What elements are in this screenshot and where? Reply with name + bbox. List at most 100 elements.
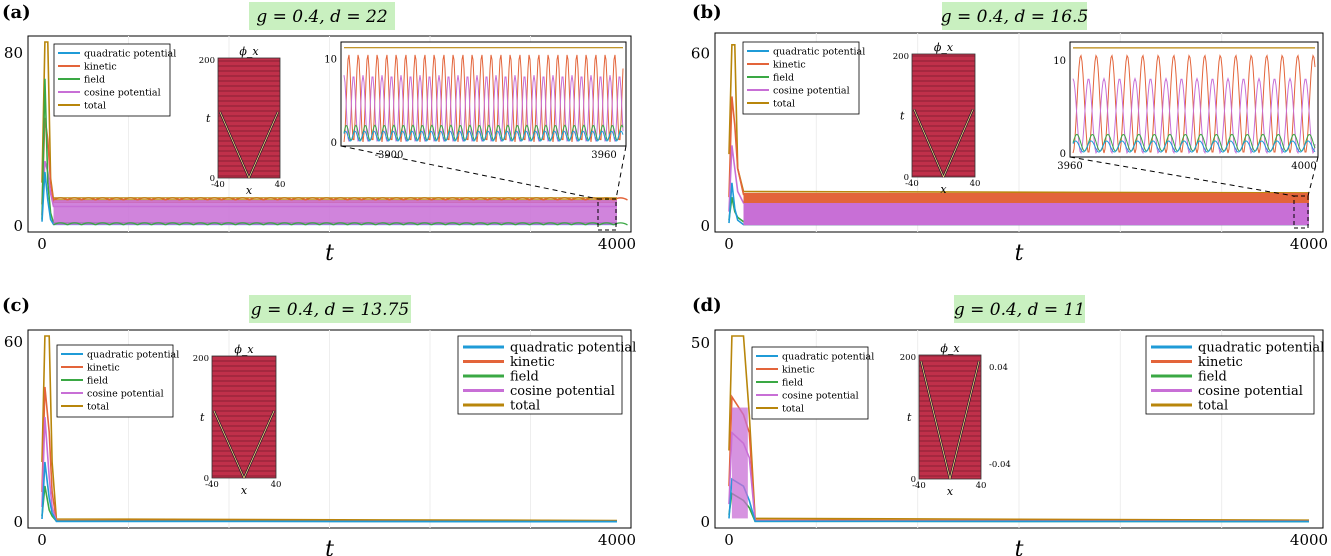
x-tick-label: 0 <box>37 531 47 549</box>
legend-label: field <box>773 73 794 84</box>
legend-label: kinetic <box>773 60 806 71</box>
x-tick-label: 4000 <box>598 235 636 253</box>
legend-small: quadratic potential kinetic field cosine po… <box>53 43 176 117</box>
zoom-inset: 010-39003960 <box>324 41 627 231</box>
legend-small: quadratic potential kinetic field cosine po… <box>56 344 179 418</box>
x-axis-label: t <box>1015 537 1024 556</box>
x-tick-label: 0 <box>724 235 734 253</box>
heatmap-image <box>918 354 982 480</box>
heatmap-inset: ϕ_xt x 200 0-40 40 0.04 -0.04 <box>900 342 1011 498</box>
heatmap-x-tick: -40 <box>211 180 225 190</box>
heatmap-image <box>211 355 277 479</box>
wave-front-highlight <box>219 111 279 179</box>
legend-label: total <box>782 404 804 415</box>
y-tick-label: 0 <box>13 217 23 235</box>
zoom-source-box <box>1293 195 1309 229</box>
legend-label: total <box>510 399 540 414</box>
series-line-total <box>41 41 617 201</box>
y-tick-label: 0 <box>13 513 23 531</box>
x-tick-label: 4000 <box>598 531 636 549</box>
x-tick-label: 4000 <box>1290 531 1328 549</box>
x-tick-label: 4000 <box>1290 235 1328 253</box>
params-badge <box>249 295 411 323</box>
heatmap-y-tick: 0 <box>210 174 215 184</box>
wave-front-highlight <box>913 109 974 178</box>
zoom-y-tick: 0 <box>331 138 337 149</box>
zoom-line-quadratic <box>1072 140 1316 153</box>
y-tick-label: 60 <box>691 44 710 62</box>
legend-label: field <box>87 376 108 387</box>
heatmap-xlabel: x <box>940 183 947 196</box>
zoom-y-tick: 10 <box>324 55 337 66</box>
zoom-inset: 0 10 3960 4000 <box>1053 41 1319 229</box>
oscillation-band <box>53 200 617 225</box>
params-badge <box>942 2 1087 30</box>
y-tick-label: 0 <box>700 513 710 531</box>
x-axis-label: t <box>325 537 334 556</box>
zoom-connector <box>1069 156 1295 197</box>
heatmap-title: ϕ_x <box>239 45 259 58</box>
heatmap-y-tick: 200 <box>193 354 209 364</box>
legend-label: quadratic potential <box>87 350 179 361</box>
y-tick-label: 0 <box>700 217 710 235</box>
x-axis-label: t <box>1015 241 1024 266</box>
legend-label: total <box>773 99 795 110</box>
heatmap-y-tick: 0 <box>204 474 209 484</box>
y-tick-label: 80 <box>4 44 23 62</box>
legend-label: cosine potential <box>782 391 859 402</box>
heatmap-y-tick: 0 <box>904 173 909 183</box>
zoom-line-quadratic <box>343 130 624 142</box>
oscillation-field <box>53 222 628 226</box>
params-label: g = 0.4, d = 11 <box>954 300 1085 320</box>
heatmap-xlabel: x <box>246 184 253 197</box>
legend-label: quadratic potential <box>782 352 874 363</box>
legend-label: kinetic <box>782 365 815 376</box>
legend-label: field <box>1198 370 1227 385</box>
heatmap-inset: ϕ_xt x 200 0-40 40 <box>199 45 286 197</box>
zoom-line-cosine <box>343 75 624 142</box>
heatmap-x-tick: 40 <box>271 480 282 490</box>
heatmap-x-tick: -40 <box>905 179 919 189</box>
series-group <box>728 335 1310 523</box>
colorbar-tick: -0.04 <box>989 460 1011 470</box>
heatmap-ylabel: t <box>900 110 905 123</box>
heatmap-y-tick: 200 <box>900 353 916 363</box>
legend-label: kinetic <box>84 62 117 73</box>
params-badge <box>954 295 1085 323</box>
legend-label: cosine potential <box>1198 384 1303 399</box>
heatmap-y-tick: 200 <box>199 56 215 66</box>
heatmap-image <box>217 57 281 179</box>
heatmap-inset: ϕ_xt x 200 0-40 40 <box>193 343 282 497</box>
series-line-total <box>728 335 1310 521</box>
params-label: g = 0.4, d = 22 <box>256 7 387 27</box>
heatmap-y-tick: 0 <box>911 475 916 485</box>
cosine-band <box>743 202 1309 226</box>
zoom-connector <box>1307 156 1319 197</box>
zoom-x-tick: 4000 <box>1291 161 1316 172</box>
legend-label: quadratic potential <box>1198 341 1324 356</box>
series-group <box>41 41 628 226</box>
panel-label: (a) <box>2 2 31 23</box>
x-tick-label: 0 <box>724 531 734 549</box>
series-line-total <box>728 44 1310 194</box>
zoom-x-tick: 3960 <box>591 150 616 161</box>
heatmap-x-tick: -40 <box>205 480 219 490</box>
zoom-y-tick: 0 <box>1060 149 1066 160</box>
wave-front-highlight <box>920 361 980 480</box>
legend-label: total <box>1198 399 1228 414</box>
panel-label: (d) <box>692 295 722 316</box>
legend-label: cosine potential <box>510 384 615 399</box>
series-group <box>41 335 618 523</box>
legend-label: quadratic potential <box>773 47 865 58</box>
zoom-y-tick: 10 <box>1053 56 1066 67</box>
panel-d: (d) g = 0.4, d = 11 0 50 0 4000 t quadratic pot… <box>691 295 1328 556</box>
zoom-connector <box>340 145 599 200</box>
x-tick-label: 0 <box>37 235 47 253</box>
legend-label: cosine potential <box>773 86 850 97</box>
heatmap-image <box>911 53 976 178</box>
legend-label: cosine potential <box>87 389 164 400</box>
